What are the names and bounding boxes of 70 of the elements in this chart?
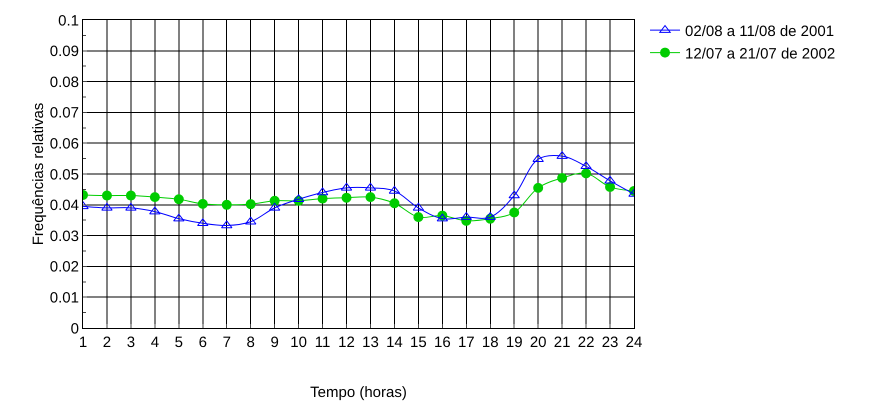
x-tick-label: 4 (150, 334, 160, 351)
point (605, 182, 616, 192)
point (268, 202, 280, 211)
point (222, 200, 232, 210)
point (197, 218, 208, 226)
legend-label: 02/08 a 11/08 de 2001 (685, 22, 834, 40)
y-tick-label: 0.03 (50, 228, 79, 245)
y-axis-title: Frequências relativas (30, 102, 47, 246)
x-tick-label: 1 (78, 334, 88, 351)
point (413, 212, 424, 222)
x-tick-label: 9 (270, 334, 279, 351)
legend-label: 12/07 a 21/07 de 2002 (685, 45, 836, 62)
y-tick-label: 0.06 (50, 135, 79, 152)
y-tick-label: 0.09 (50, 43, 79, 60)
x-tick-label: 19 (506, 334, 523, 351)
x-tick-label: 3 (126, 334, 136, 351)
x-tick-label: 15 (410, 334, 427, 351)
x-axis-title: Tempo (horas) (310, 384, 407, 401)
y-tick-label: 0.08 (50, 74, 79, 91)
x-tick-label: 23 (602, 334, 618, 351)
x-tick-label: 14 (386, 334, 403, 351)
point (318, 194, 328, 204)
point (412, 202, 424, 211)
point (102, 190, 112, 201)
x-tick-label: 5 (174, 334, 183, 351)
point (126, 190, 136, 201)
y-tick-label: 0.07 (50, 104, 79, 122)
x-tick-label: 21 (554, 334, 570, 351)
x-tick-label: 17 (458, 334, 475, 351)
point (342, 192, 352, 203)
point (198, 198, 208, 209)
x-tick-label: 2 (102, 334, 112, 351)
y-tick-label: 0.01 (50, 289, 79, 306)
y-tick-label: 0 (70, 320, 79, 338)
x-tick-label: 6 (198, 334, 207, 351)
x-tick-label: 7 (222, 334, 231, 351)
x-tick-label: 18 (482, 334, 499, 351)
x-tick-label: 11 (314, 334, 330, 351)
x-tick-label: 13 (362, 334, 379, 351)
y-tick-label: 0.1 (58, 12, 79, 30)
point (533, 182, 544, 193)
x-tick-label: 8 (246, 334, 255, 351)
point (580, 161, 592, 170)
point (101, 202, 113, 211)
y-tick-label: 0.04 (50, 197, 79, 214)
point (125, 202, 137, 211)
y-tick-label: 0.02 (50, 258, 79, 276)
point (174, 194, 184, 204)
point (246, 199, 256, 210)
x-tick-label: 16 (434, 334, 451, 351)
point (509, 208, 520, 218)
x-tick-label: 20 (530, 334, 547, 351)
point (365, 192, 376, 202)
point (340, 182, 352, 191)
point (388, 186, 400, 194)
point (604, 176, 616, 184)
point (581, 168, 592, 178)
point (316, 187, 328, 196)
point (221, 220, 232, 228)
y-tick-label: 0.05 (50, 166, 79, 184)
point (364, 182, 376, 191)
point (270, 196, 280, 206)
x-tick-label: 22 (578, 334, 594, 351)
point (557, 173, 568, 183)
point (389, 198, 400, 208)
point (292, 194, 304, 202)
x-tick-label: 10 (290, 334, 307, 351)
x-tick-label: 12 (338, 334, 355, 351)
x-tick-label: 24 (626, 334, 642, 351)
point (150, 192, 160, 202)
